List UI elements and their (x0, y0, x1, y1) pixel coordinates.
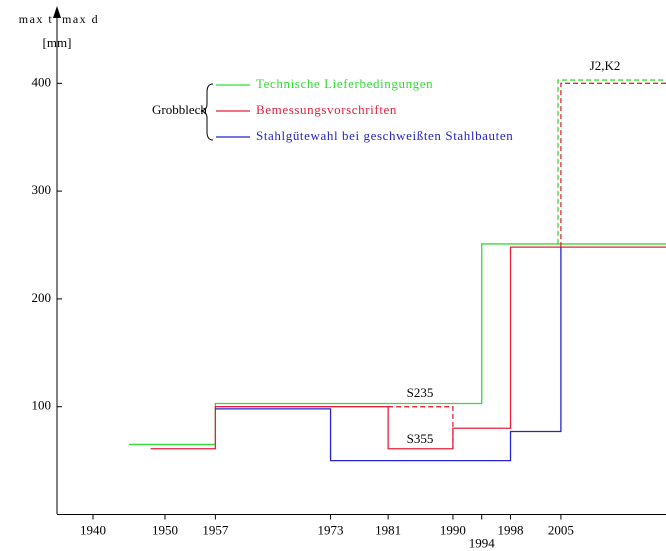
y-label-left: max t (19, 12, 54, 26)
y-tick-label: 400 (32, 74, 52, 89)
y-tick-label: 100 (32, 398, 52, 413)
y-tick-label: 300 (32, 182, 52, 197)
x-tick-label: 1957 (202, 522, 229, 537)
x-tick-label: 1994 (469, 535, 496, 550)
legend-brace (200, 83, 214, 141)
y-axis-arrow (53, 6, 61, 18)
legend-label: Stahlgütewahl bei geschweißten Stahlbaut… (256, 128, 513, 143)
x-tick-label: 1940 (80, 522, 106, 537)
x-tick-label: 2005 (548, 522, 574, 537)
legend-label: Technische Lieferbedingungen (256, 76, 433, 91)
step-line (150, 246, 666, 450)
legend-label: Bemessungsvorschriften (256, 102, 397, 117)
step-line (128, 243, 666, 446)
step-line (215, 247, 562, 462)
y-label-right: max d (62, 12, 99, 26)
dashed-line (388, 406, 454, 449)
x-tick-label: 1990 (440, 522, 466, 537)
annotation: S235 (407, 385, 434, 400)
x-tick-label: 1981 (375, 522, 401, 537)
dashed-line (557, 79, 666, 244)
annotation: S355 (407, 431, 434, 446)
annotation: J2,K2 (590, 58, 621, 73)
legend-title: Grobblech (152, 102, 207, 117)
x-tick-label: 1998 (498, 522, 524, 537)
x-tick-label: 1950 (152, 522, 178, 537)
y-tick-label: 200 (32, 290, 52, 305)
x-tick-label: 1973 (318, 522, 344, 537)
dashed-line (560, 82, 666, 248)
